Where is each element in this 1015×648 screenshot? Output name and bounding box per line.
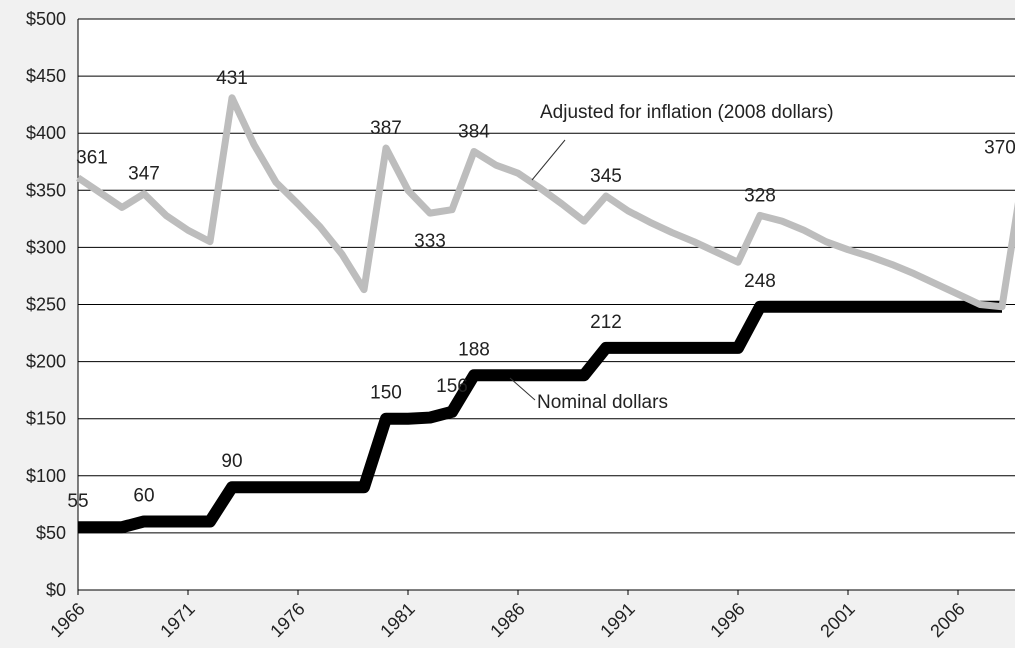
data-label: 212 [590, 312, 622, 333]
series-layer [76, 94, 1015, 534]
y-tick-label: $200 [26, 352, 66, 372]
y-tick-label: $450 [26, 66, 66, 86]
y-tick-label: $150 [26, 409, 66, 429]
x-tick-label: 1996 [706, 599, 748, 641]
series-line [76, 94, 1015, 311]
y-tick-label: $250 [26, 295, 66, 315]
legend-label: Nominal dollars [537, 392, 668, 413]
data-label: 370 [984, 137, 1015, 158]
data-label: 384 [458, 121, 490, 142]
data-label: 156 [436, 376, 468, 397]
leader-line [509, 377, 536, 401]
data-label: 55 [67, 491, 88, 512]
y-tick-label: $500 [26, 9, 66, 29]
data-label: 345 [590, 166, 622, 187]
x-tick-label: 2006 [926, 599, 968, 641]
y-tick-label: $50 [36, 523, 66, 543]
data-label: 333 [414, 231, 446, 252]
y-tick-label: $300 [26, 237, 66, 257]
x-tick-label: 2001 [816, 599, 858, 641]
data-label: 328 [744, 185, 776, 206]
data-label: 150 [370, 383, 402, 404]
x-tick-label: 1981 [376, 599, 418, 641]
legend-label: Adjusted for inflation (2008 dollars) [540, 102, 834, 123]
data-label: 248 [744, 271, 776, 292]
series-line [78, 300, 1002, 534]
data-label: 361 [76, 148, 108, 169]
data-label: 188 [458, 339, 490, 360]
x-tick-label: 1976 [266, 599, 308, 641]
y-tick-label: $350 [26, 180, 66, 200]
data-label: 347 [128, 164, 160, 185]
y-tick-label: $100 [26, 466, 66, 486]
data-label: 60 [133, 485, 154, 506]
data-label: 387 [370, 118, 402, 139]
x-tick-label: 1986 [486, 599, 528, 641]
data-label: 431 [216, 68, 248, 89]
x-tick-label: 1971 [156, 599, 198, 641]
leader-line [531, 139, 566, 181]
y-tick-label: $0 [46, 580, 66, 600]
data-label: 90 [221, 451, 242, 472]
x-tick-label: 1991 [596, 599, 638, 641]
x-tick-label: 1966 [46, 599, 88, 641]
y-tick-label: $400 [26, 123, 66, 143]
